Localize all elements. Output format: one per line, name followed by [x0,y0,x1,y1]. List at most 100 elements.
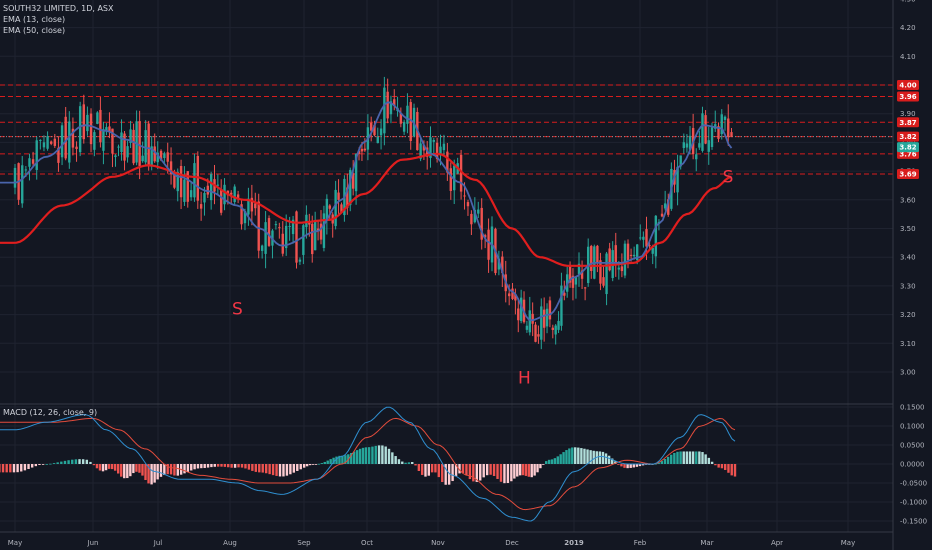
macd-tick-label: 0.0500 [900,442,925,450]
macd-title[interactable]: MACD (12, 26, close, 9) [3,408,98,417]
macd-histogram-bar [536,464,539,473]
candle [166,152,169,162]
candle [50,141,53,144]
candle [667,199,670,215]
candle [223,184,226,205]
macd-histogram-bar [492,464,496,477]
candle [525,325,529,330]
macd-histogram-bar [411,461,414,464]
macd-histogram-bar [527,464,531,477]
macd-histogram-bar [34,464,38,467]
macd-histogram-bar [364,447,368,464]
time-tick-label: May [8,539,22,547]
macd-histogram-bar [533,464,536,476]
macd-histogram-bar [67,460,70,464]
candle [28,158,31,167]
macd-histogram-bar [620,464,623,467]
macd-histogram-bar [539,464,542,469]
candle [322,213,326,248]
candle [602,277,605,286]
macd-histogram-bar [20,464,23,472]
candle [183,179,186,202]
pattern-label: H [518,368,531,388]
level-badge [897,168,919,179]
macd-histogram-bar [285,464,289,476]
macd-histogram-bar [626,464,629,469]
macd-histogram-bar [598,451,602,464]
price-badges: 4.003.963.873.823.763.693.82 [897,80,919,179]
macd-histogram-bar [196,464,200,469]
ema-slow-legend[interactable]: EMA (50, close) [3,26,66,35]
candle [346,187,349,208]
candle [688,135,692,150]
macd-histogram-bar [479,464,482,481]
macd-histogram-bar [518,464,522,476]
macd-histogram-bar [367,447,371,464]
macd-histogram-bar [361,447,365,464]
level-badge-label: 3.82 [899,133,916,141]
macd-histogram-bar [733,464,737,477]
macd-histogram-bar [604,453,608,464]
macd-tick-label: 0.1000 [900,423,925,431]
candle [636,244,639,261]
macd-histogram-bar [441,464,444,483]
candle [449,168,452,191]
macd-histogram-bar [230,464,233,468]
candle [199,204,203,209]
macd-histogram-bar [695,451,698,464]
candle [209,174,213,201]
macd-histogram-bar [472,464,475,482]
candle [545,308,549,327]
macd-histogram-bar [104,464,108,471]
candle [163,153,166,159]
macd-histogram-bar [592,450,595,464]
candle [554,325,557,335]
macd-histogram-bar [344,455,347,464]
ema-fast-legend[interactable]: EMA (13, close) [3,15,66,24]
candle [351,173,355,189]
candle [386,91,389,119]
candle [551,327,555,330]
candle [519,297,523,321]
candle [717,126,720,139]
candle [574,277,578,285]
macd-tick-label: 0.1500 [900,404,925,412]
macd-histogram-bar [56,462,59,464]
macd-histogram-bar [132,464,135,474]
macd-histogram-bar [461,464,465,474]
candle [99,109,102,143]
macd-histogram-bar [173,464,176,476]
macd-histogram-bar [135,464,138,472]
macd-histogram-bar [176,464,179,476]
macd-histogram-bar [516,464,519,477]
macd-histogram-bar [52,463,56,464]
candle [264,222,267,254]
macd-histogram-bar [41,464,45,465]
candle [319,223,323,240]
macd-histogram-bar [320,463,324,464]
macd-histogram-bar [458,464,461,474]
time-tick-label: May [841,539,855,547]
macd-histogram-bar [454,464,458,477]
candle [57,147,60,163]
macd-histogram-bar [427,464,431,476]
time-tick-label: Mar [700,539,713,547]
macd-histogram-bar [244,464,247,469]
macd-histogram-bar [16,464,19,473]
candle [459,154,463,192]
candle [46,136,49,149]
candle [651,247,654,254]
macd-histogram-bar [635,464,639,467]
candle [302,225,305,255]
candle [308,222,311,225]
macd-histogram-bar [49,463,52,465]
macd-histogram-bar [326,460,329,464]
candle [298,259,302,262]
candle [129,129,132,143]
candle [707,140,710,152]
symbol-title[interactable]: SOUTH32 LIMITED, 1D, ASX [3,4,114,13]
candle [383,87,386,134]
candle [93,132,96,150]
macd-histogram-bar [338,455,341,464]
macd-histogram-bar [714,464,717,466]
